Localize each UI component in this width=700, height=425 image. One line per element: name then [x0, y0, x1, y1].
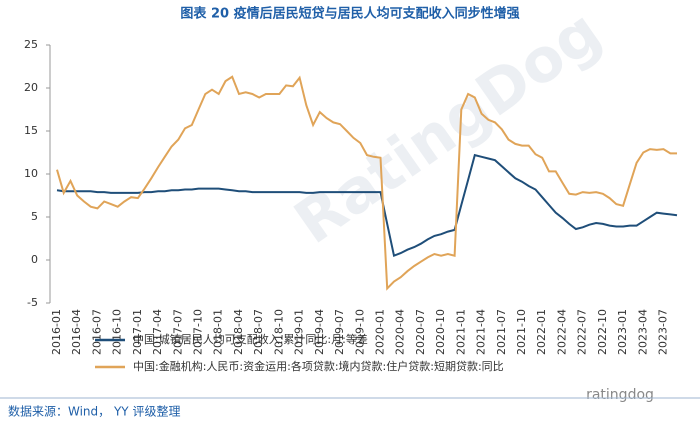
x-tick-label: 2020-10 [434, 309, 447, 355]
x-tick-label: 2022-10 [596, 309, 609, 355]
x-tick-label: 2019-10 [353, 309, 366, 355]
x-tick-label: 2023-04 [636, 309, 649, 355]
x-tick-label: 2021-01 [454, 309, 467, 355]
x-tick-label: 2017-07 [171, 309, 184, 355]
x-tick-label: 2018-01 [212, 309, 225, 355]
x-tick-label: 2017-01 [131, 309, 144, 355]
x-tick-label: 2021-10 [515, 309, 528, 355]
x-tick-label: 2018-04 [232, 309, 245, 355]
y-tick-label: 10 [24, 167, 38, 180]
x-tick-label: 2021-07 [495, 309, 508, 355]
x-tick-label: 2017-04 [151, 309, 164, 355]
series-line [56, 153, 678, 258]
x-tick-label: 2020-04 [394, 309, 407, 355]
x-tick-label: 2018-10 [272, 309, 285, 355]
y-tick-label: 5 [31, 210, 38, 223]
x-tick-label: 2022-01 [535, 309, 548, 355]
x-tick-label: 2018-07 [252, 309, 265, 355]
legend-label: 中国:金融机构:人民币:资金运用:各项贷款:境内贷款:住户贷款:短期贷款:同比 [133, 359, 504, 373]
source: 数据来源：Wind， YY 评级整理 [8, 404, 180, 419]
y-tick-label: 15 [24, 124, 38, 137]
y-tick-label: 25 [24, 38, 38, 51]
x-tick-label: 2023-07 [657, 309, 670, 355]
x-tick-label: 2020-01 [373, 309, 386, 355]
chart-title: 图表 20 疫情后居民短贷与居民人均可支配收入同步性增强 [180, 6, 519, 22]
x-tick-label: 2016-10 [111, 309, 124, 355]
x-tick-label: 2020-07 [414, 309, 427, 355]
x-tick-label: 2022-07 [576, 309, 589, 355]
x-tick-label: 2022-04 [555, 309, 568, 355]
watermark: ratingdog [586, 387, 654, 403]
y-tick-label: -5 [27, 296, 38, 309]
x-tick-label: 2019-04 [313, 309, 326, 355]
x-tick-label: 2017-10 [192, 309, 205, 355]
x-tick-label: 2016-04 [70, 309, 83, 355]
legend-label: 中国:城镇居民人均可支配收入:累计同比:月:等差 [133, 332, 368, 346]
y-tick-label: 20 [24, 81, 38, 94]
x-tick-label: 2019-07 [333, 309, 346, 355]
x-tick-label: 2023-01 [616, 309, 629, 355]
x-tick-label: 2019-01 [293, 309, 306, 355]
y-tick-label: 0 [31, 253, 38, 266]
series-line [56, 75, 677, 291]
x-tick-label: 2016-07 [90, 309, 103, 355]
x-tick-label: 2016-01 [50, 309, 63, 355]
x-tick-label: 2021-04 [475, 309, 488, 355]
